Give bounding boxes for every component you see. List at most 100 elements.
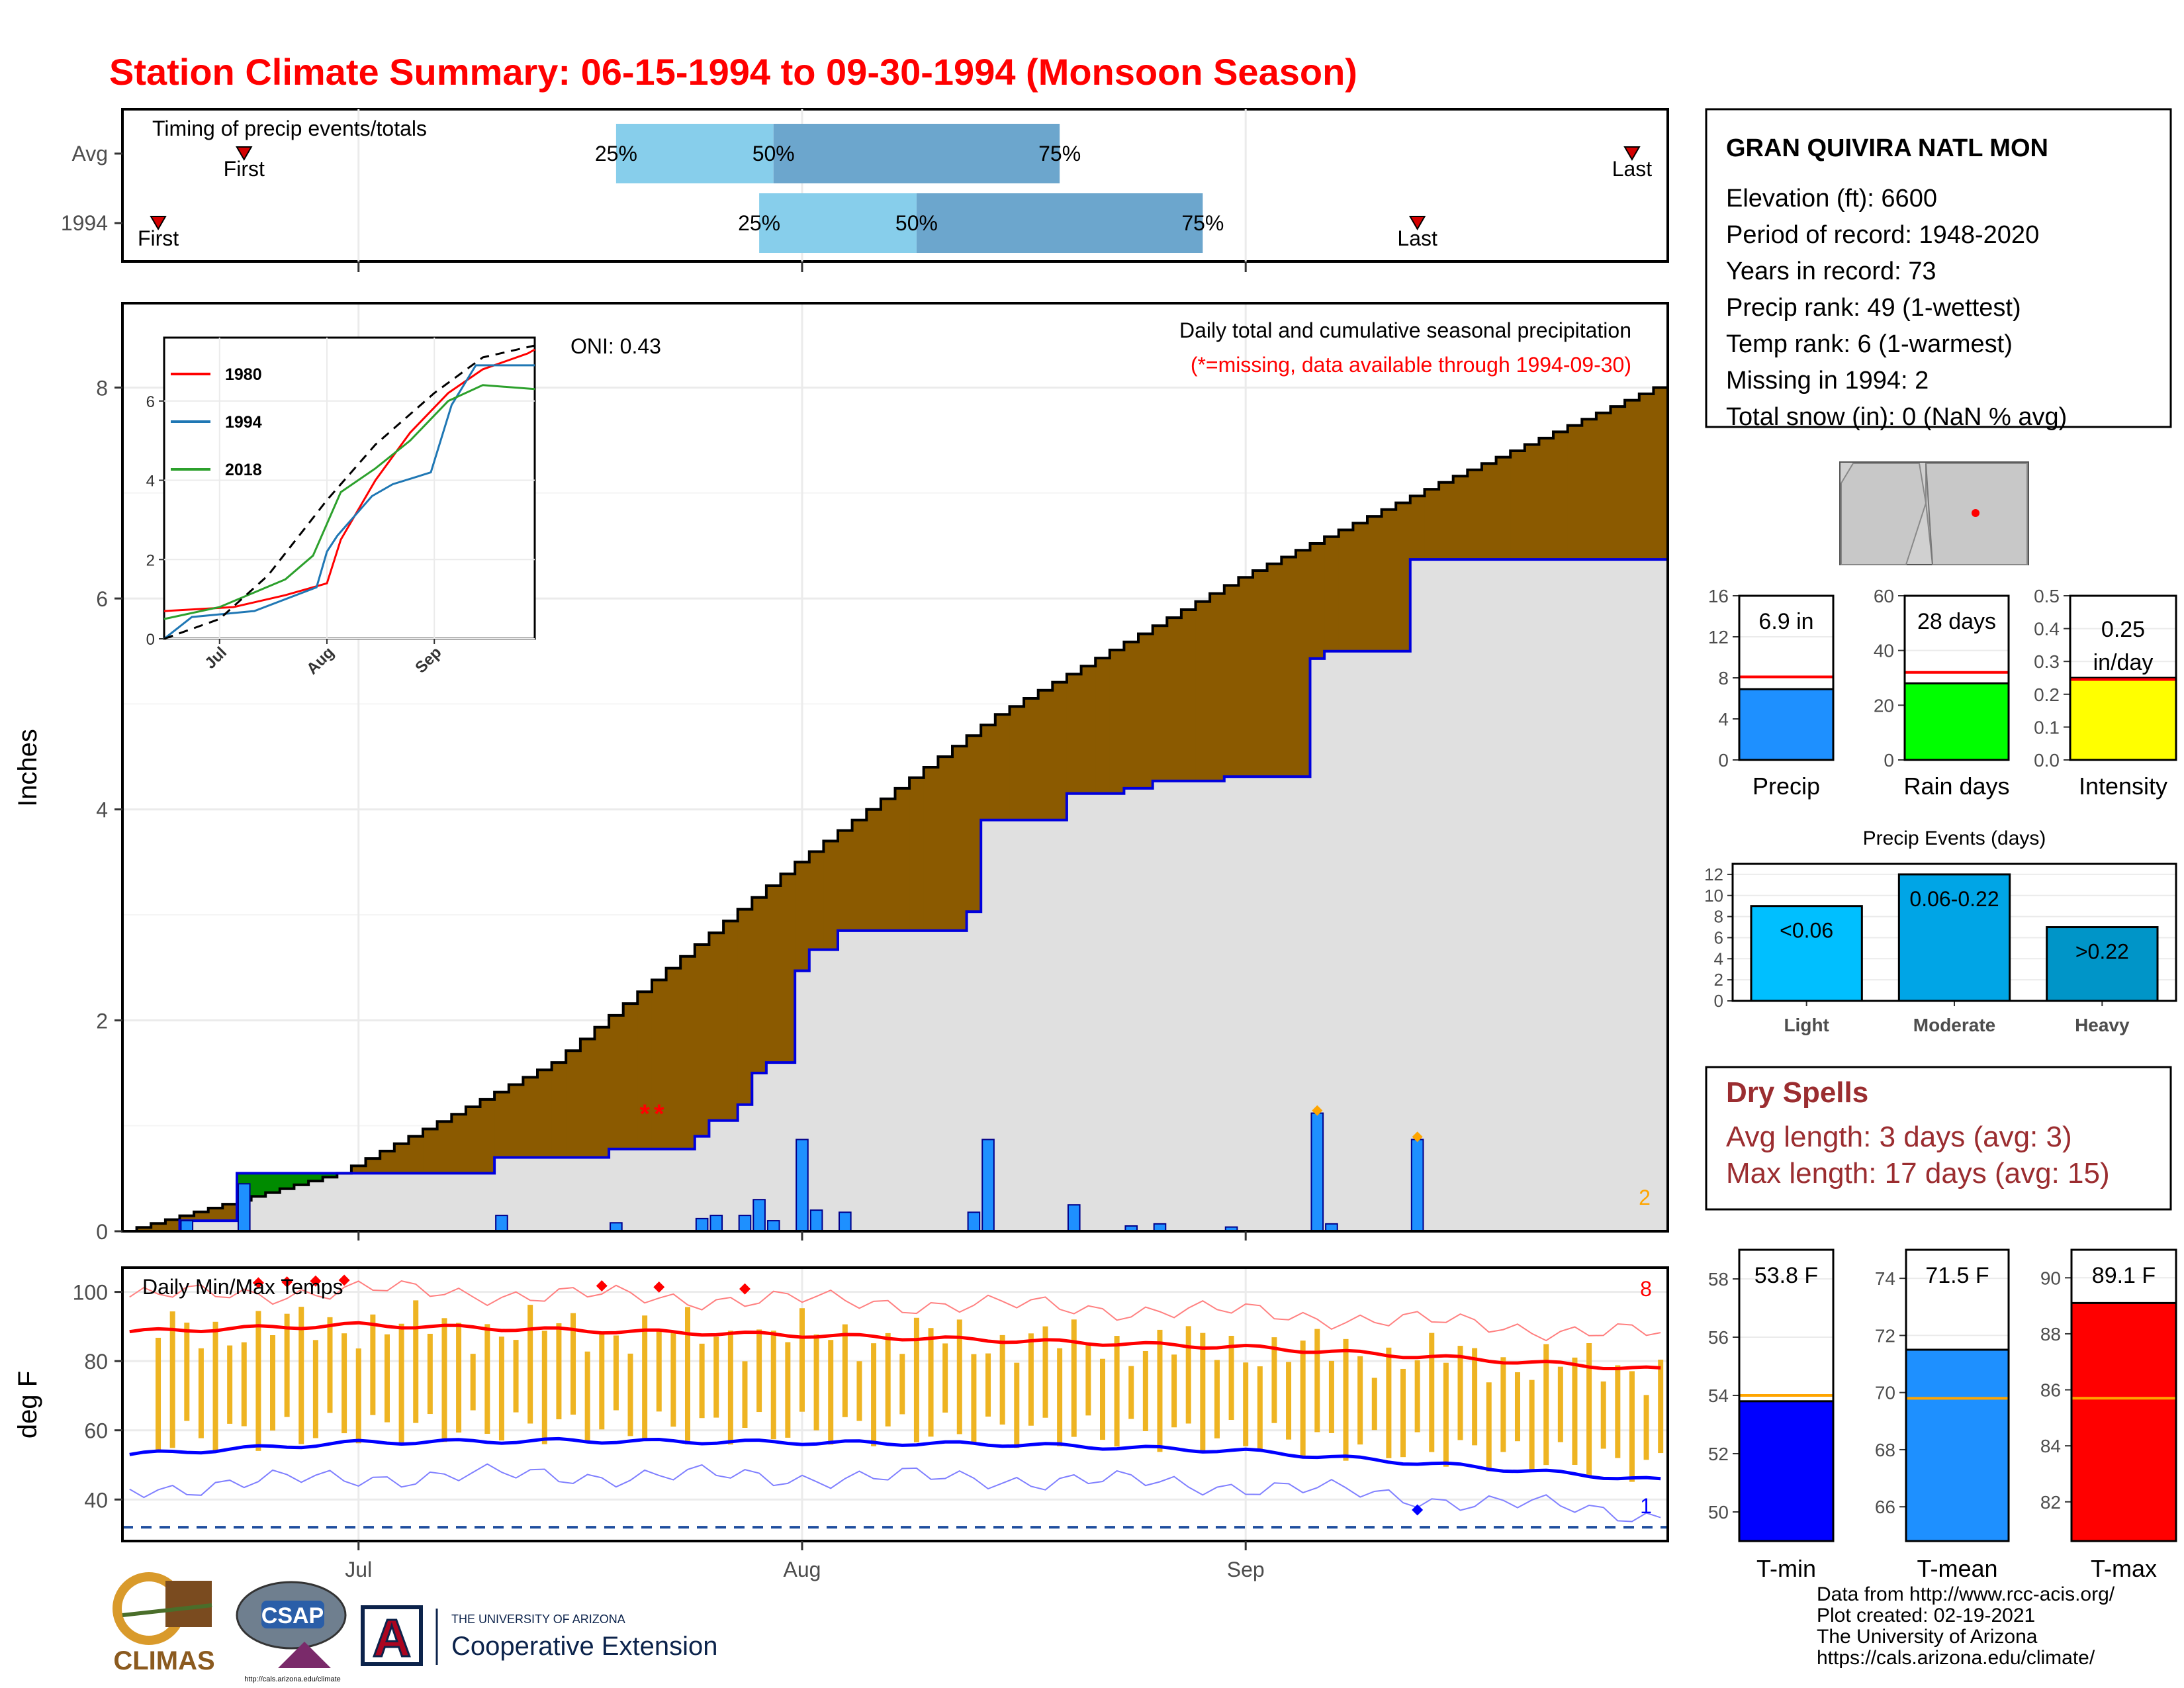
ua-logo: A THE UNIVERSITY OF ARIZONA Cooperative Ex…	[361, 1605, 717, 1669]
daily-precip-bar	[1310, 1112, 1324, 1232]
surplus-area	[294, 1173, 309, 1185]
timing-first-label: First	[138, 226, 179, 250]
daily-temp-bar	[1414, 1360, 1420, 1432]
inset-legend-label: 1980	[225, 365, 262, 384]
csap-mountain-icon	[278, 1642, 331, 1668]
deficit-area	[523, 1077, 538, 1158]
temp-summary-ytick-label: 56	[1708, 1327, 1729, 1348]
summary-ytick-label: 0.4	[2034, 619, 2060, 639]
ua-institution: THE UNIVERSITY OF ARIZONA	[451, 1613, 625, 1626]
daily-temp-bar	[1028, 1333, 1034, 1426]
timing-row-label: Avg	[71, 142, 108, 165]
csap-url: http://cals.arizona.edu/climate	[244, 1675, 341, 1683]
daily-temp-bar	[756, 1329, 762, 1413]
daily-temp-bar	[470, 1354, 476, 1411]
temp-ytick-label: 80	[84, 1350, 108, 1374]
inset-ytick-label: 0	[146, 631, 155, 649]
deficit-area	[394, 1143, 410, 1174]
temp-summary-ytick-label: 90	[2040, 1268, 2061, 1288]
deficit-area	[752, 897, 767, 1074]
deficit-area	[1596, 412, 1612, 560]
precip-ytick-label: 8	[96, 376, 108, 400]
temp-summary-value: 53.8 F	[1754, 1263, 1818, 1288]
surplus-area	[251, 1173, 266, 1197]
deficit-area	[494, 1092, 510, 1158]
avg-tmax-line	[129, 1321, 1661, 1370]
deficit-area	[637, 992, 653, 1149]
temp-summary-t-min: 50 52 54 56 58 53.8 F T-min	[1708, 1248, 1835, 1582]
summary-bar	[1738, 688, 1835, 761]
daily-temp-bar	[713, 1336, 719, 1418]
daily-temp-bar	[484, 1324, 490, 1434]
temp-panel-label: Daily Min/Max Temps	[142, 1275, 343, 1299]
deficit-area	[408, 1136, 424, 1174]
daily-temp-bar	[1128, 1366, 1134, 1419]
daily-precip-bar	[695, 1217, 709, 1233]
daily-temp-bar	[885, 1333, 891, 1427]
daily-temp-bar	[456, 1323, 462, 1433]
summary-label: Intensity	[2079, 773, 2167, 800]
deficit-area	[136, 1227, 152, 1231]
daily-temp-bar	[1257, 1366, 1263, 1450]
daily-precip-bar	[738, 1215, 752, 1233]
temp-summary-value: 89.1 F	[2092, 1263, 2156, 1288]
deficit-area	[566, 1051, 581, 1158]
record-marker	[1412, 1131, 1423, 1143]
deficit-area	[1295, 550, 1311, 777]
daily-temp-bar	[441, 1318, 447, 1442]
daily-temp-bar	[498, 1336, 504, 1441]
daily-temp-bar	[899, 1354, 905, 1415]
timing-p50-label: 50%	[895, 211, 938, 235]
daily-temp-bar	[1572, 1357, 1578, 1465]
climas-mountain-icon	[165, 1581, 212, 1627]
inset-legend-label: 1994	[225, 413, 262, 432]
daily-temp-bar	[1099, 1358, 1105, 1440]
daily-temp-bar	[413, 1300, 419, 1423]
daily-precip-bar	[180, 1220, 194, 1233]
timing-bar-50-75	[916, 193, 1203, 253]
daily-temp-bar	[255, 1311, 261, 1451]
daily-temp-bar	[1386, 1347, 1392, 1458]
timing-bar-50-75	[773, 124, 1060, 183]
daily-temp-bar	[627, 1353, 633, 1436]
daily-temp-bar	[1629, 1371, 1635, 1482]
csap-wordmark: CSAP	[261, 1603, 324, 1628]
station-location-marker	[1972, 509, 1979, 517]
daily-temp-bar	[570, 1313, 576, 1415]
daily-temp-bar	[1286, 1362, 1292, 1440]
temp-summary-t-max: 82 84 86 88 90 89.1 F T-max	[2040, 1248, 2177, 1582]
daily-temp-bar	[1643, 1395, 1649, 1460]
timing-label: Timing of precip events/totals	[152, 117, 427, 140]
temp-summary-ytick-label: 68	[1875, 1440, 1895, 1460]
deficit-area	[723, 921, 739, 1121]
temp-ytick-label: 60	[84, 1419, 108, 1443]
daily-precip-bar	[967, 1211, 981, 1233]
precip-panel: * * 0 2 4 6 8 Inches Daily total and cumulative …	[13, 302, 1669, 1244]
summary-ytick-label: 20	[1874, 695, 1894, 716]
daily-precip-bar	[839, 1211, 852, 1233]
deficit-area	[1625, 400, 1640, 560]
summary-bar	[1903, 682, 2010, 761]
station-name: GRAN QUIVIRA NATL MON	[1726, 134, 2048, 162]
deficit-area	[1310, 543, 1325, 659]
cumulative-observed-line	[122, 558, 1668, 1233]
timing-p75-label: 75%	[1181, 211, 1224, 235]
deficit-area	[680, 956, 696, 1149]
daily-temp-bar	[1200, 1333, 1206, 1452]
deficit-area	[423, 1129, 438, 1174]
deficit-area	[1124, 641, 1139, 788]
record-low-count: 1	[1640, 1494, 1652, 1518]
summary-ytick-label: 8	[1718, 668, 1729, 688]
daily-temp-bar	[942, 1343, 948, 1413]
deficit-area	[1253, 570, 1268, 777]
daily-temp-bar	[613, 1335, 619, 1411]
deficit-area	[780, 874, 796, 1063]
deficit-area	[1410, 496, 1426, 560]
deficit-area	[179, 1215, 195, 1221]
daily-temp-bar	[327, 1317, 333, 1413]
station-detail: Temp rank: 6 (1-warmest)	[1726, 330, 2013, 358]
deficit-area	[938, 757, 953, 931]
deficit-area	[1052, 682, 1068, 820]
